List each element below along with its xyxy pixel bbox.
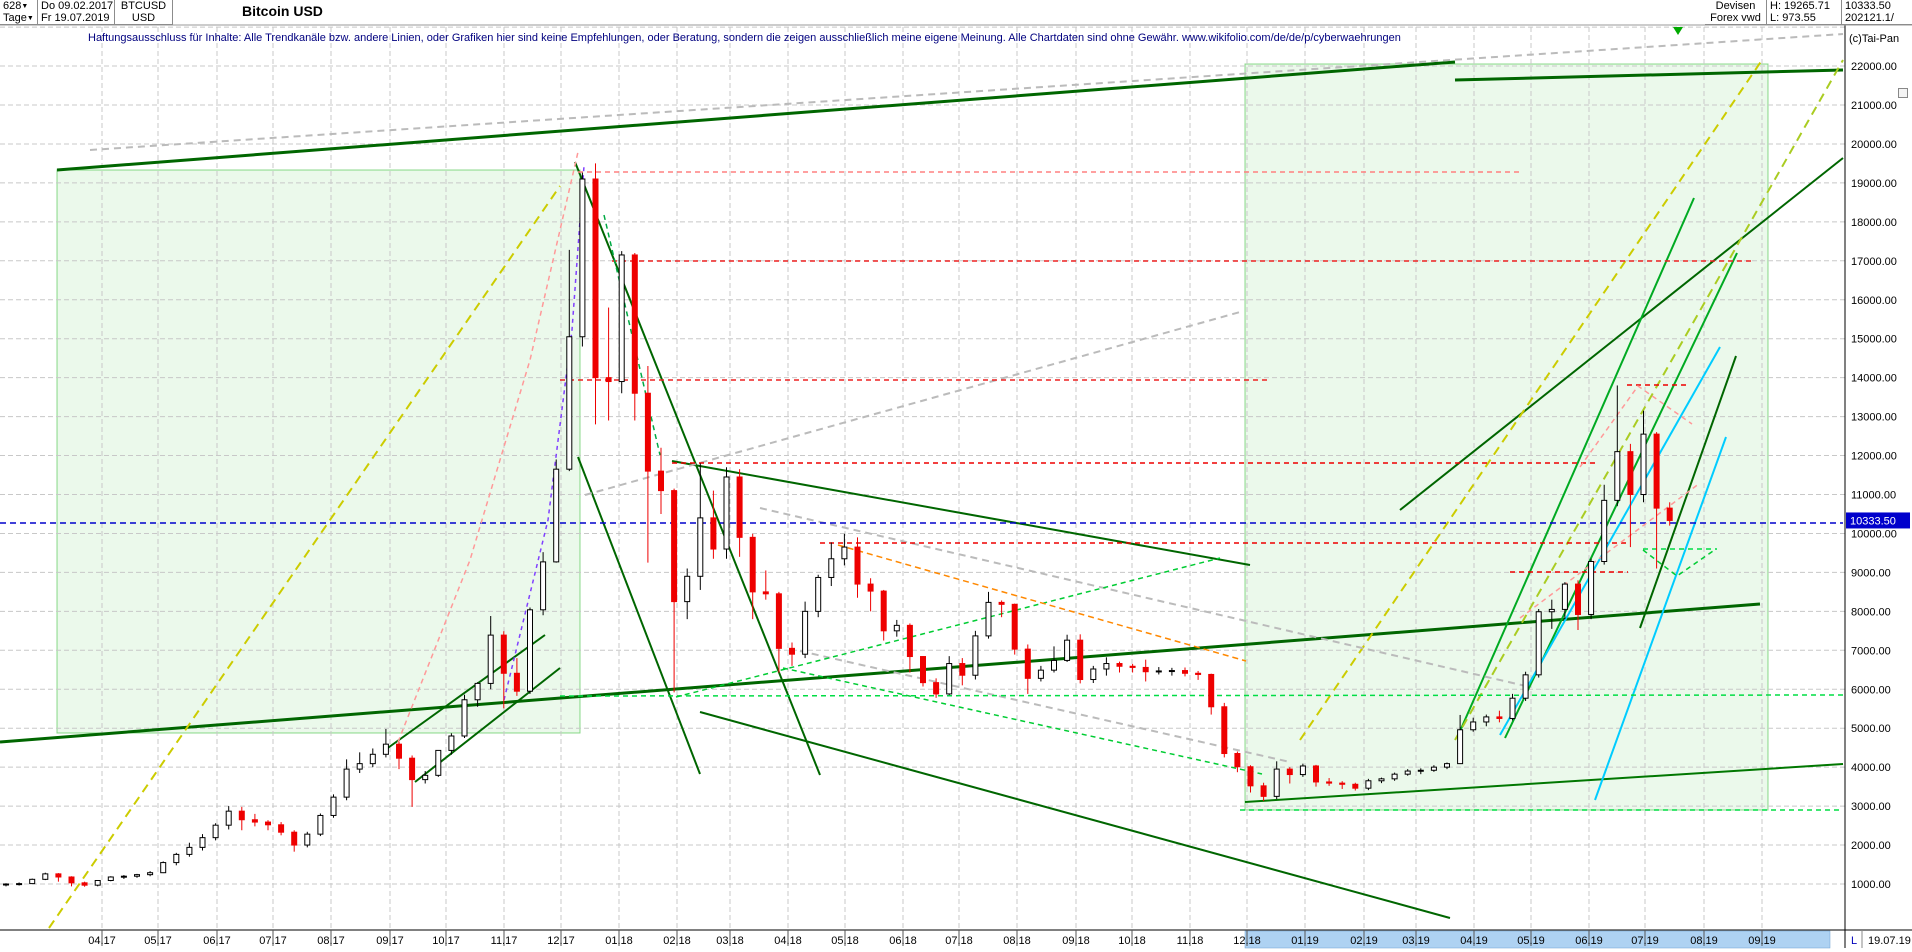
- page-title: Bitcoin USD: [242, 3, 323, 19]
- svg-text:5000.00: 5000.00: [1851, 723, 1891, 735]
- svg-text:9000.00: 9000.00: [1851, 567, 1891, 579]
- wikifolio-period-band: [1244, 930, 1831, 949]
- period-high: H: 19265.71: [1770, 0, 1830, 12]
- svg-text:09.17: 09.17: [376, 935, 404, 947]
- last-marker: L: [1851, 935, 1857, 947]
- source-line1: Devisen: [1715, 0, 1756, 12]
- source-cell: Devisen Forex vwd: [1705, 0, 1767, 25]
- last-date-label: 19.07.19: [1868, 935, 1911, 947]
- svg-text:09.18: 09.18: [1062, 935, 1090, 947]
- currency: USD: [131, 12, 156, 24]
- svg-text:05.19: 05.19: [1517, 935, 1545, 947]
- svg-text:08.17: 08.17: [317, 935, 345, 947]
- svg-text:05.17: 05.17: [144, 935, 172, 947]
- last-volume-cell: 10333.50 202121.1/: [1842, 0, 1912, 25]
- panel-collapse-icon[interactable]: [1898, 88, 1908, 98]
- svg-text:2000.00: 2000.00: [1851, 840, 1891, 852]
- svg-text:06.19: 06.19: [1575, 935, 1603, 947]
- svg-text:10.18: 10.18: [1118, 935, 1146, 947]
- x-axis-labels: 04.17 05.17 06.17 07.17 08.17 09.17 10.17 11.17…: [88, 930, 1776, 947]
- svg-text:03.19: 03.19: [1402, 935, 1430, 947]
- svg-text:08.18: 08.18: [1003, 935, 1031, 947]
- svg-text:16000.00: 16000.00: [1851, 295, 1897, 307]
- source-line2: Forex vwd: [1710, 12, 1761, 24]
- volume: 202121.1/: [1845, 12, 1894, 24]
- svg-text:04.17: 04.17: [88, 935, 116, 947]
- trend-channel-boxes: [56, 63, 1769, 811]
- gridlines: [0, 26, 1845, 930]
- chevron-down-icon[interactable]: ▼: [21, 3, 29, 10]
- svg-text:07.18: 07.18: [945, 935, 973, 947]
- svg-text:09.19: 09.19: [1748, 935, 1776, 947]
- svg-text:11.17: 11.17: [491, 935, 518, 947]
- svg-text:12.18: 12.18: [1233, 935, 1261, 947]
- svg-text:17000.00: 17000.00: [1851, 256, 1897, 268]
- trend-lines: [0, 33, 1844, 929]
- svg-text:01.19: 01.19: [1291, 935, 1319, 947]
- y-axis-labels: 22000.00 21000.00 20000.00 19000.00 18000.00…: [1846, 61, 1910, 891]
- signal-marker-icon: [1673, 27, 1683, 35]
- date-from: Do 09.02.2017: [41, 0, 114, 12]
- svg-text:8000.00: 8000.00: [1851, 606, 1891, 618]
- svg-text:20000.00: 20000.00: [1851, 139, 1897, 151]
- svg-text:01.18: 01.18: [605, 935, 633, 947]
- date-range-cell[interactable]: Do 09.02.2017 Fr 19.07.2019: [38, 0, 115, 25]
- svg-text:06.17: 06.17: [203, 935, 231, 947]
- svg-text:15000.00: 15000.00: [1851, 334, 1897, 346]
- bars-period-selector[interactable]: 628▼ Tage▼: [0, 0, 38, 25]
- svg-text:04.19: 04.19: [1460, 935, 1488, 947]
- period-low: L: 973.55: [1770, 12, 1816, 24]
- high-low-cell: H: 19265.71 L: 973.55: [1767, 0, 1842, 25]
- svg-text:02.18: 02.18: [663, 935, 691, 947]
- svg-text:22000.00: 22000.00: [1851, 61, 1897, 73]
- svg-text:07.19: 07.19: [1631, 935, 1659, 947]
- svg-text:19000.00: 19000.00: [1851, 178, 1897, 190]
- svg-text:14000.00: 14000.00: [1851, 373, 1897, 385]
- svg-text:10000.00: 10000.00: [1851, 528, 1897, 540]
- svg-text:7000.00: 7000.00: [1851, 645, 1891, 657]
- svg-text:11000.00: 11000.00: [1851, 490, 1896, 502]
- svg-text:06.18: 06.18: [889, 935, 917, 947]
- date-to: Fr 19.07.2019: [41, 12, 110, 24]
- symbol-cell[interactable]: BTCUSD USD: [115, 0, 173, 25]
- copyright-label: (c)Tai-Pan: [1849, 33, 1900, 45]
- svg-text:21000.00: 21000.00: [1851, 100, 1897, 112]
- svg-text:11.18: 11.18: [1177, 935, 1204, 947]
- svg-text:08.19: 08.19: [1690, 935, 1718, 947]
- svg-text:6000.00: 6000.00: [1851, 684, 1891, 696]
- svg-text:4000.00: 4000.00: [1851, 762, 1891, 774]
- disclaimer-text: Haftungsausschluss für Inhalte: Alle Tre…: [88, 32, 1401, 44]
- candlesticks: [3, 163, 1673, 887]
- svg-text:07.17: 07.17: [259, 935, 287, 947]
- svg-text:1000.00: 1000.00: [1851, 879, 1891, 891]
- chevron-down-icon[interactable]: ▼: [26, 15, 34, 22]
- svg-text:04.18: 04.18: [774, 935, 802, 947]
- svg-text:10333.50: 10333.50: [1850, 515, 1896, 527]
- svg-text:12.17: 12.17: [547, 935, 575, 947]
- svg-text:3000.00: 3000.00: [1851, 801, 1891, 813]
- symbol: BTCUSD: [120, 0, 167, 12]
- timeframe[interactable]: Tage: [3, 12, 27, 24]
- svg-text:12000.00: 12000.00: [1851, 451, 1897, 463]
- last-price-tag: [1846, 512, 1910, 529]
- svg-text:18000.00: 18000.00: [1851, 217, 1897, 229]
- svg-text:05.18: 05.18: [831, 935, 859, 947]
- svg-text:10.17: 10.17: [432, 935, 460, 947]
- bar-count[interactable]: 628: [3, 0, 22, 12]
- axes: L 19.07.19: [0, 24, 1912, 949]
- last-price: 10333.50: [1845, 0, 1891, 12]
- svg-text:13000.00: 13000.00: [1851, 412, 1897, 424]
- svg-text:03.18: 03.18: [716, 935, 744, 947]
- svg-text:02.19: 02.19: [1350, 935, 1378, 947]
